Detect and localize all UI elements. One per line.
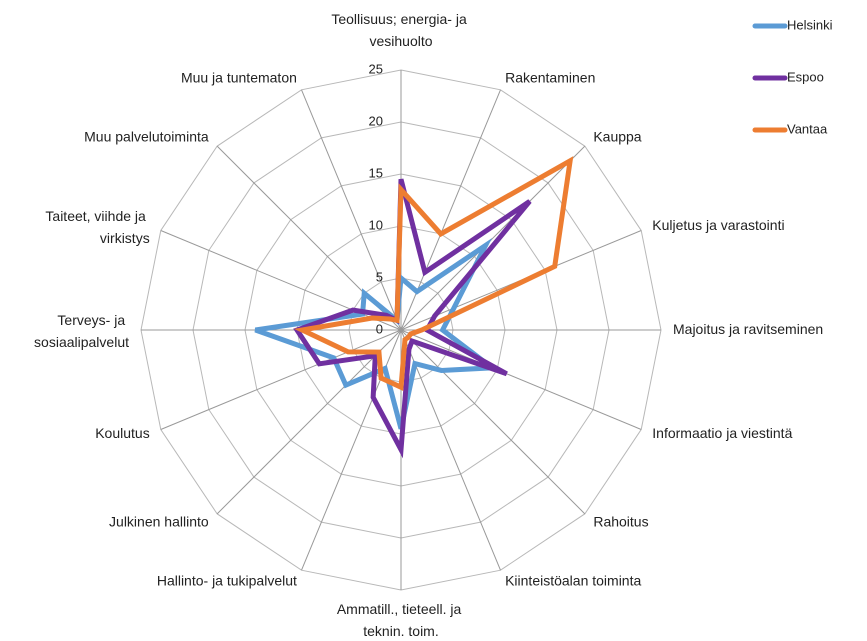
spoke <box>400 329 501 571</box>
category-label: Muu palvelutoiminta <box>84 128 209 144</box>
category-label: Rahoitus <box>593 513 648 529</box>
spoke <box>400 145 586 331</box>
category-label: Julkinen hallinto <box>109 513 209 529</box>
category-label: Majoitus ja ravitseminen <box>673 321 823 337</box>
spoke <box>400 329 586 515</box>
legend-label: Espoo <box>787 69 824 84</box>
category-label: Koulutus <box>95 425 149 441</box>
category-label: Informaatio ja viestintä <box>652 425 792 441</box>
category-label: Hallinto- ja tukipalvelut <box>157 572 297 588</box>
category-label: Rakentaminen <box>505 69 595 85</box>
spoke <box>160 329 402 430</box>
legend-label: Helsinki <box>787 17 833 32</box>
spoke <box>400 329 642 430</box>
category-label: Ammatill., tieteell. ja teknin. toim. <box>337 601 465 639</box>
category-label: Muu ja tuntematon <box>181 69 297 85</box>
y-tick-label: 25 <box>369 61 383 76</box>
legend-label: Vantaa <box>787 121 828 136</box>
y-tick-label: 5 <box>376 269 383 284</box>
category-label: Teollisuus; energia- ja vesihuolto <box>331 11 470 49</box>
series-line <box>293 178 532 459</box>
y-tick-label: 20 <box>369 113 383 128</box>
spoke <box>301 89 402 331</box>
y-tick-label: 10 <box>369 217 383 232</box>
y-tick-label: 0 <box>376 321 383 336</box>
category-label: Terveys- ja sosiaalipalvelut <box>34 312 129 350</box>
category-label: Kauppa <box>593 128 641 144</box>
category-label: Taiteet, viihde ja virkistys <box>45 208 149 246</box>
spoke <box>216 329 402 515</box>
category-label: Kuljetus ja varastointi <box>652 217 784 233</box>
y-tick-label: 15 <box>369 165 383 180</box>
category-label: Kiinteistöalan toiminta <box>505 572 641 588</box>
series-line <box>293 156 574 391</box>
